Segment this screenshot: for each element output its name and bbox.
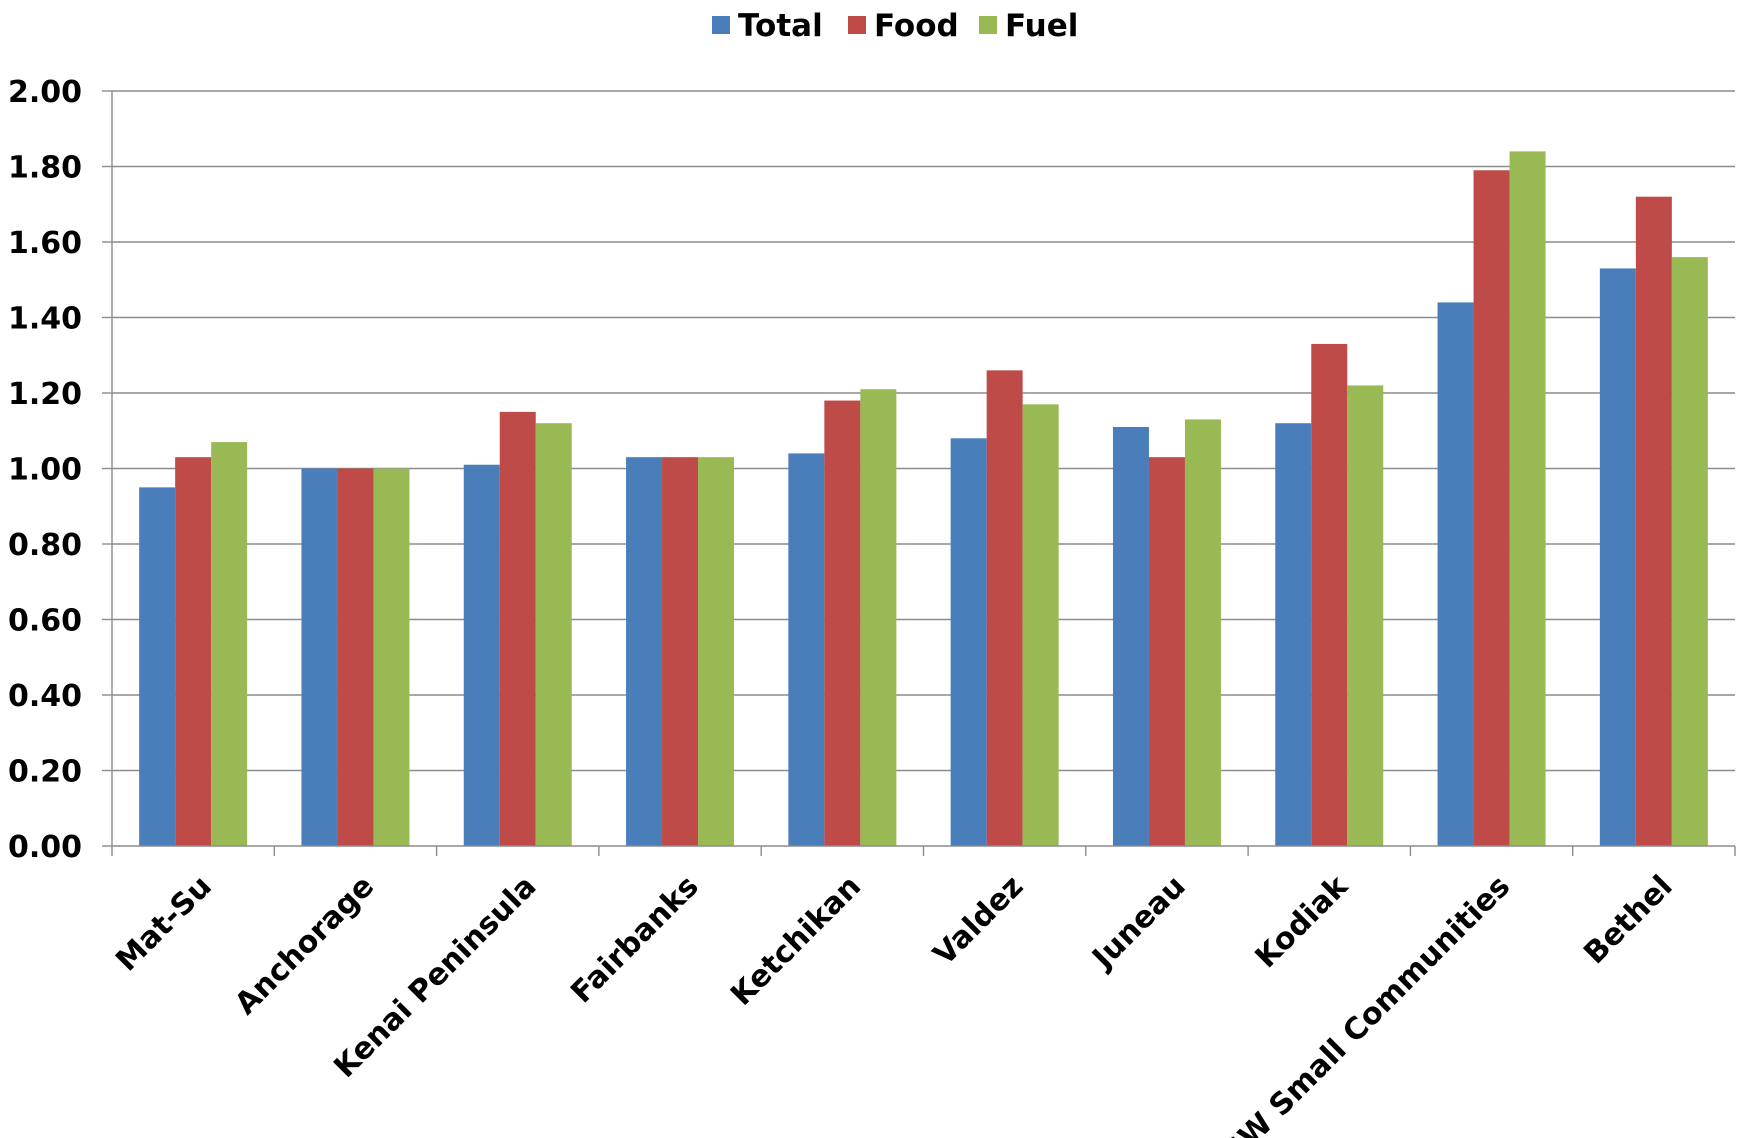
y-tick-label: 1.20 bbox=[8, 377, 82, 412]
bar-total-kenai-peninsula bbox=[463, 464, 500, 846]
y-tick-label: 2.00 bbox=[8, 75, 82, 110]
x-tick-label: Fairbanks bbox=[564, 869, 705, 1010]
bars bbox=[139, 151, 1708, 847]
x-tick-label: Kodiak bbox=[1249, 868, 1356, 975]
legend-swatch-food bbox=[848, 16, 866, 34]
legend-swatch-total bbox=[712, 16, 730, 34]
y-tick-label: 0.80 bbox=[8, 528, 82, 563]
y-tick-label: 1.60 bbox=[8, 226, 82, 261]
bar-total-kodiak bbox=[1275, 423, 1312, 846]
bar-total-ketchikan bbox=[788, 453, 825, 846]
bar-total-bethel bbox=[1599, 268, 1636, 846]
bar-total-juneau bbox=[1112, 426, 1149, 846]
bar-fuel-kodiak bbox=[1347, 385, 1384, 846]
x-tick-label: Bethel bbox=[1577, 869, 1679, 971]
bar-fuel-ketchikan bbox=[860, 389, 897, 846]
bar-fuel-fairbanks bbox=[698, 457, 735, 846]
x-tick-label: Valdez bbox=[927, 869, 1031, 973]
bar-total-fairbanks bbox=[626, 457, 663, 846]
bar-fuel-anchorage bbox=[373, 468, 410, 846]
bar-food-ketchikan bbox=[824, 400, 861, 846]
bar-total-sw-small-communities bbox=[1437, 302, 1474, 846]
bar-food-kenai-peninsula bbox=[499, 411, 536, 846]
legend-label-food: Food bbox=[874, 8, 959, 44]
bar-food-anchorage bbox=[337, 468, 374, 846]
x-tick-label: Mat-Su bbox=[109, 869, 219, 979]
x-tick-label: Ketchikan bbox=[724, 869, 868, 1013]
axes bbox=[111, 91, 1736, 856]
x-tick-label: Juneau bbox=[1085, 869, 1193, 977]
legend: Total Food Fuel bbox=[712, 8, 1078, 44]
bar-fuel-mat-su bbox=[211, 442, 248, 846]
bar-food-mat-su bbox=[175, 457, 212, 846]
y-tick-label: 0.40 bbox=[8, 679, 82, 714]
bar-total-valdez bbox=[950, 438, 987, 846]
bar-food-bethel bbox=[1635, 196, 1672, 846]
y-tick-label: 1.40 bbox=[8, 302, 82, 337]
y-axis-tick-labels: 0.00 0.20 0.40 0.60 0.80 1.00 1.20 1.40 1.60 1.80… bbox=[8, 75, 82, 865]
bar-food-juneau bbox=[1148, 457, 1185, 846]
bar-fuel-valdez bbox=[1022, 404, 1059, 846]
y-tick-label: 1.00 bbox=[8, 453, 82, 488]
bar-fuel-juneau bbox=[1184, 419, 1221, 846]
y-tick-label: 1.80 bbox=[8, 151, 82, 186]
bar-fuel-bethel bbox=[1671, 257, 1708, 847]
y-tick-label: 0.60 bbox=[8, 604, 82, 639]
y-tick-label: 0.00 bbox=[8, 830, 82, 865]
bar-fuel-kenai-peninsula bbox=[535, 423, 572, 846]
bar-total-anchorage bbox=[301, 468, 338, 846]
bar-fuel-sw-small-communities bbox=[1509, 151, 1546, 846]
bar-total-mat-su bbox=[139, 487, 176, 846]
legend-label-fuel: Fuel bbox=[1005, 8, 1078, 44]
legend-swatch-fuel bbox=[979, 16, 997, 34]
legend-label-total: Total bbox=[738, 8, 823, 44]
x-tick-label: Anchorage bbox=[228, 869, 381, 1022]
y-tick-label: 0.20 bbox=[8, 755, 82, 790]
bar-food-kodiak bbox=[1311, 343, 1348, 846]
x-tick-label: SW Small Communities bbox=[1217, 869, 1518, 1138]
bar-food-valdez bbox=[986, 370, 1023, 846]
bar-food-sw-small-communities bbox=[1473, 170, 1510, 846]
bar-food-fairbanks bbox=[662, 457, 699, 846]
